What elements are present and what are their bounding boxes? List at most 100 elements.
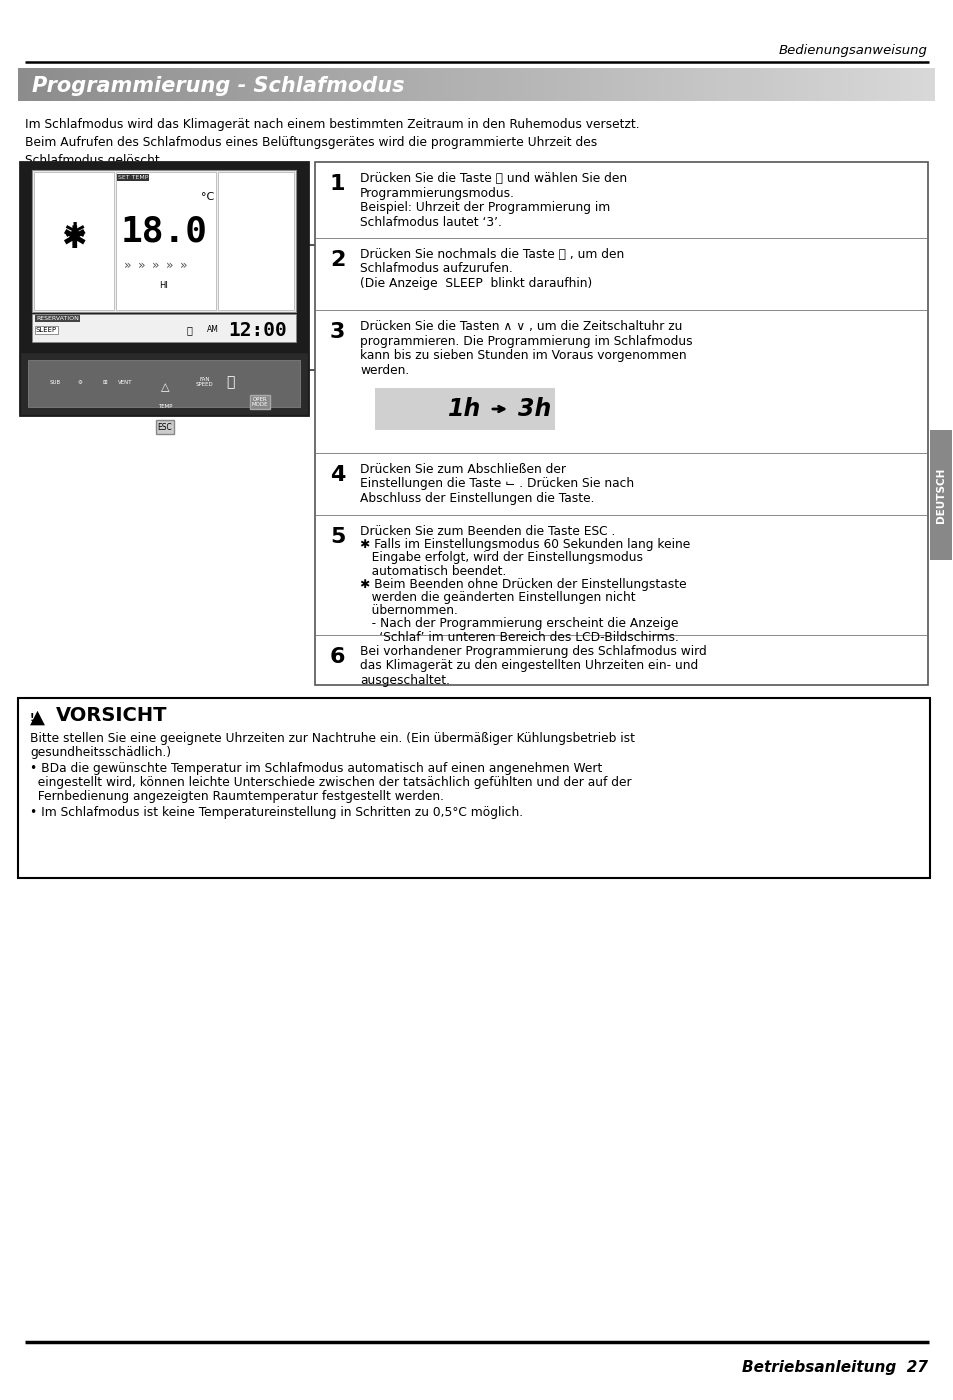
Text: °C: °C (201, 192, 214, 202)
Text: ▽: ▽ (161, 419, 169, 428)
Text: Schlafmodus lautet ‘3’.: Schlafmodus lautet ‘3’. (359, 216, 501, 228)
Text: RESERVATION: RESERVATION (36, 316, 79, 321)
Text: Schlafmodus gelöscht.: Schlafmodus gelöscht. (25, 154, 164, 167)
Text: FAN
SPEED: FAN SPEED (196, 377, 213, 388)
Text: Eingabe erfolgt, wird der Einstellungsmodus: Eingabe erfolgt, wird der Einstellungsmo… (359, 552, 642, 564)
Bar (830, 69, 842, 101)
Bar (681, 69, 694, 101)
Bar (498, 69, 511, 101)
Bar (533, 69, 545, 101)
Text: automatisch beendet.: automatisch beendet. (359, 564, 506, 578)
Bar (636, 69, 648, 101)
Bar (224, 69, 236, 101)
Bar (693, 69, 705, 101)
Bar (258, 69, 271, 101)
Text: »: » (180, 259, 188, 272)
Bar (18, 69, 30, 101)
Bar (116, 172, 215, 309)
Bar (190, 69, 202, 101)
Text: • Im Schlafmodus ist keine Temperatureinstellung in Schritten zu 0,5°C möglich.: • Im Schlafmodus ist keine Temperaturein… (30, 806, 522, 819)
Bar (110, 69, 122, 101)
Bar (293, 69, 305, 101)
Bar (64, 69, 76, 101)
Text: ▲: ▲ (30, 708, 45, 727)
Text: »: » (124, 259, 132, 272)
Bar (819, 69, 831, 101)
Text: SET TEMP: SET TEMP (118, 175, 149, 181)
Text: TEMP: TEMP (157, 405, 172, 409)
Bar (41, 69, 53, 101)
Text: 1h: 1h (448, 398, 481, 421)
Bar (155, 69, 168, 101)
Bar (213, 69, 225, 101)
Text: Drücken Sie zum Abschließen der: Drücken Sie zum Abschließen der (359, 463, 565, 476)
Text: ✱ Falls im Einstellungsmodus 60 Sekunden lang keine: ✱ Falls im Einstellungsmodus 60 Sekunden… (359, 538, 690, 552)
Text: Bei vorhandener Programmierung des Schlafmodus wird: Bei vorhandener Programmierung des Schla… (359, 645, 706, 658)
Text: ✱ Beim Beenden ohne Drücken der Einstellungstaste: ✱ Beim Beenden ohne Drücken der Einstell… (359, 578, 686, 591)
Text: Einstellungen die Taste ⌙ . Drücken Sie nach: Einstellungen die Taste ⌙ . Drücken Sie … (359, 477, 634, 490)
Bar (647, 69, 659, 101)
Bar (34, 172, 113, 309)
Text: SLEEP: SLEEP (36, 328, 57, 333)
Text: übernommen.: übernommen. (359, 605, 457, 617)
Text: 6: 6 (330, 647, 345, 666)
Bar (430, 69, 442, 101)
Text: △: △ (161, 382, 169, 392)
Text: ⏻: ⏻ (226, 375, 233, 389)
Bar (373, 69, 385, 101)
Bar (235, 69, 248, 101)
Bar (218, 172, 294, 309)
Text: HI: HI (159, 280, 169, 290)
Text: »: » (152, 259, 159, 272)
Text: Betriebsanleitung  27: Betriebsanleitung 27 (741, 1359, 927, 1375)
Bar (487, 69, 499, 101)
Text: Drücken Sie zum Beenden die Taste ESC .: Drücken Sie zum Beenden die Taste ESC . (359, 525, 615, 538)
Text: VENT: VENT (117, 379, 132, 385)
Bar (20, 162, 308, 414)
Bar (350, 69, 362, 101)
Text: 18.0: 18.0 (120, 216, 208, 249)
Bar (32, 169, 295, 312)
Bar (727, 69, 740, 101)
Text: werden die geänderten Einstellungen nicht: werden die geänderten Einstellungen nich… (359, 591, 635, 603)
Text: ✱: ✱ (61, 225, 87, 255)
Bar (899, 69, 911, 101)
Bar (659, 69, 671, 101)
Text: VORSICHT: VORSICHT (56, 706, 168, 725)
Text: Im Schlafmodus wird das Klimagerät nach einem bestimmten Zeitraum in den Ruhemod: Im Schlafmodus wird das Klimagerät nach … (25, 118, 639, 132)
Bar (52, 69, 65, 101)
Text: Drücken Sie die Taste ⓣ und wählen Sie den: Drücken Sie die Taste ⓣ und wählen Sie d… (359, 172, 626, 185)
Bar (613, 69, 625, 101)
Text: - Nach der Programmierung erscheint die Anzeige: - Nach der Programmierung erscheint die … (359, 617, 678, 630)
Bar (796, 69, 808, 101)
Bar (407, 69, 419, 101)
Bar (20, 351, 308, 414)
Text: AM: AM (207, 326, 218, 335)
Text: 5: 5 (330, 526, 345, 547)
Bar (98, 69, 111, 101)
Text: ⊞: ⊞ (103, 379, 107, 385)
Text: OPER
MODE: OPER MODE (252, 396, 268, 407)
Bar (773, 69, 785, 101)
Text: Drücken Sie die Tasten ∧ ∨ , um die Zeitschaltuhr zu: Drücken Sie die Tasten ∧ ∨ , um die Zeit… (359, 321, 681, 333)
Text: eingestellt wird, können leichte Unterschiede zwischen der tatsächlich gefühlten: eingestellt wird, können leichte Untersc… (30, 776, 631, 790)
Text: Programmierung - Schlafmodus: Programmierung - Schlafmodus (32, 76, 404, 95)
Bar (144, 69, 156, 101)
Text: (Die Anzeige  SLEEP  blinkt daraufhin): (Die Anzeige SLEEP blinkt daraufhin) (359, 277, 592, 290)
Bar (201, 69, 213, 101)
Text: SUB: SUB (50, 379, 60, 385)
Bar (929, 430, 951, 560)
Bar (361, 69, 374, 101)
Text: das Klimagerät zu den eingestellten Uhrzeiten ein- und: das Klimagerät zu den eingestellten Uhrz… (359, 659, 698, 672)
Bar (624, 69, 637, 101)
Text: 4: 4 (330, 465, 345, 484)
Text: ⚙: ⚙ (77, 379, 82, 385)
Bar (453, 69, 465, 101)
Text: Beim Aufrufen des Schlafmodus eines Belüftungsgerätes wird die programmierte Uhr: Beim Aufrufen des Schlafmodus eines Belü… (25, 136, 597, 148)
Text: *: * (64, 221, 84, 259)
Bar (28, 360, 299, 407)
Text: 2: 2 (330, 251, 345, 270)
Bar (784, 69, 797, 101)
Text: werden.: werden. (359, 364, 409, 377)
Bar (876, 69, 888, 101)
